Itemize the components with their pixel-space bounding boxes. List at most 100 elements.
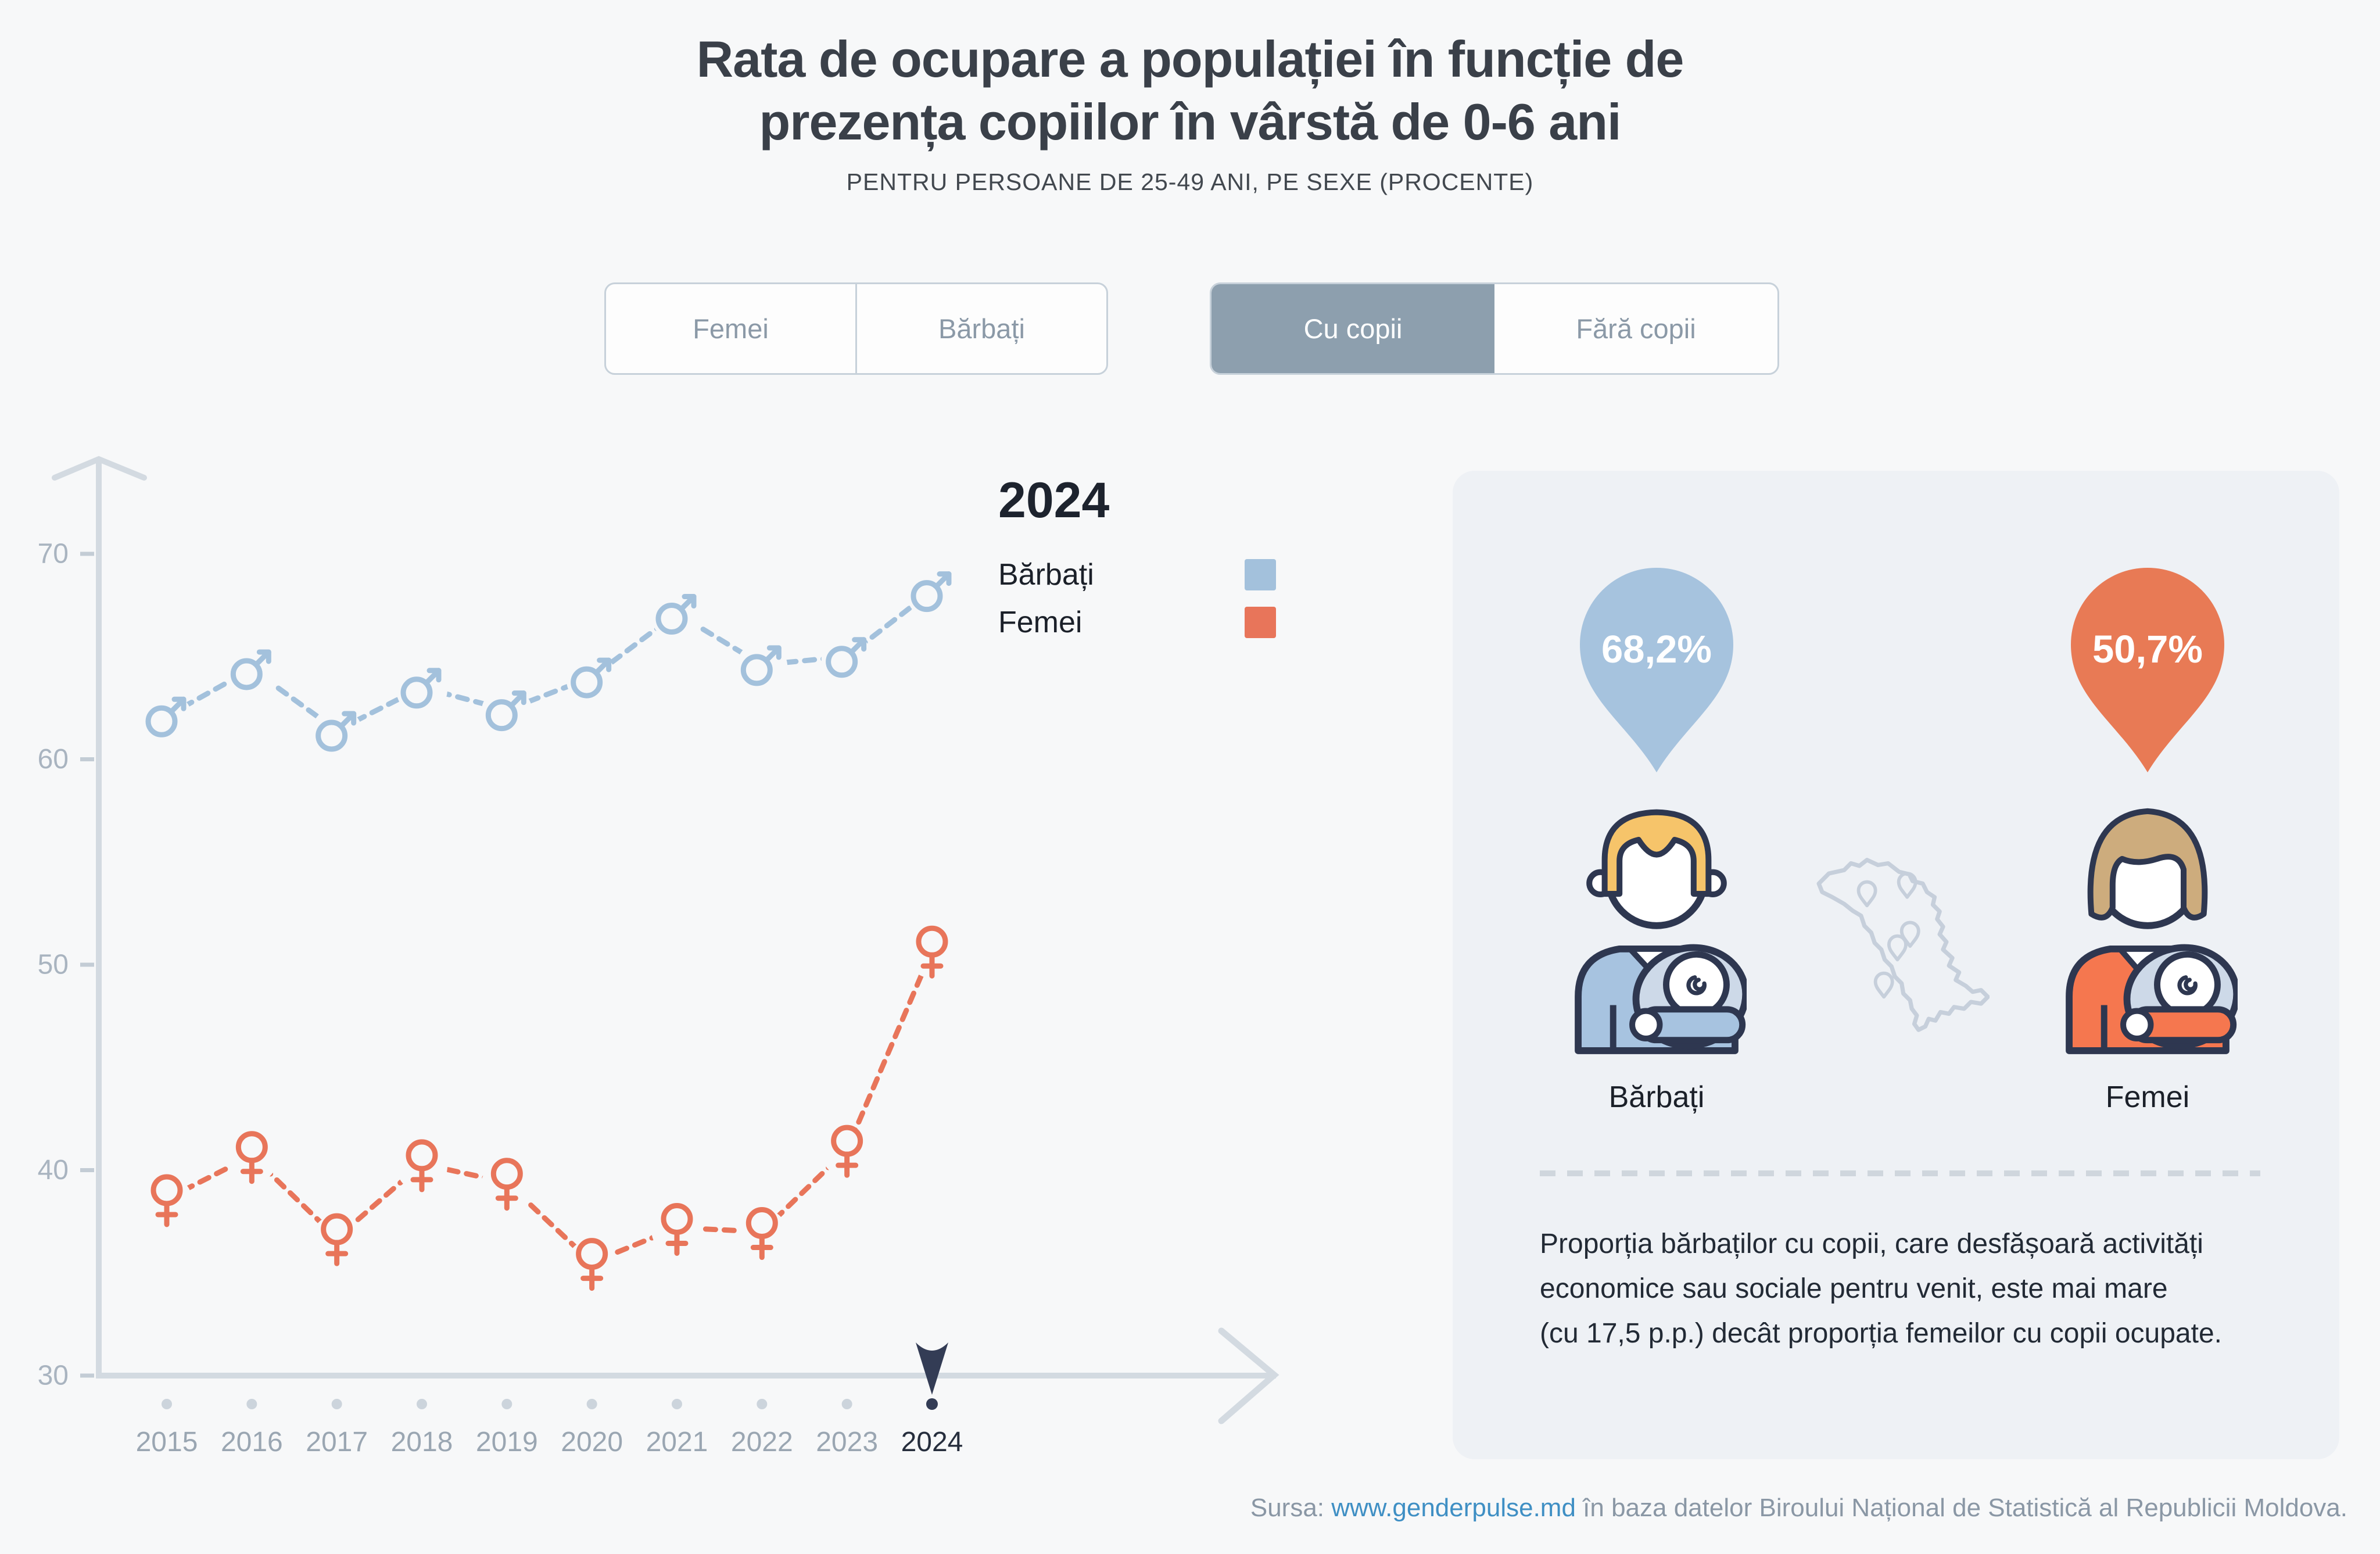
- marker-halo: [141, 693, 192, 744]
- year-label-2022[interactable]: 2022: [731, 1427, 793, 1458]
- legend-year: 2024: [998, 472, 1110, 528]
- series-line-female: [164, 947, 935, 1266]
- marker-halo: [651, 1204, 702, 1256]
- source-prefix: Sursa:: [1250, 1494, 1325, 1522]
- data-point-male-2018[interactable]: [400, 668, 442, 709]
- marker-halo: [141, 1175, 192, 1227]
- y-tick-label-40: 40: [38, 1155, 69, 1186]
- year-label-2018[interactable]: 2018: [391, 1427, 453, 1458]
- source-suffix: în baza datelor Biroului Național de Sta…: [1583, 1494, 2347, 1522]
- legend-row-barbati: Bărbați: [998, 557, 1276, 592]
- toggle-barbati[interactable]: Bărbați: [857, 284, 1106, 373]
- year-dot-2019[interactable]: [501, 1399, 512, 1409]
- year-label-2020[interactable]: 2020: [561, 1427, 623, 1458]
- woman-with-baby-icon: [2058, 773, 2241, 1064]
- source-footer: Sursa: www.genderpulse.md în baza datelo…: [1250, 1494, 2347, 1523]
- x-axis-arrow-icon: [1218, 1327, 1279, 1424]
- data-point-male-2020[interactable]: [571, 657, 612, 699]
- marker-halo: [566, 1239, 618, 1291]
- data-point-male-2015[interactable]: [145, 696, 187, 737]
- marker-halo: [311, 1215, 363, 1266]
- year-dot-2021[interactable]: [671, 1399, 682, 1409]
- data-point-female-2024[interactable]: [916, 925, 948, 979]
- data-point-male-2016[interactable]: [230, 649, 271, 690]
- marker-halo: [311, 707, 363, 759]
- year-label-2016[interactable]: 2016: [221, 1427, 283, 1458]
- data-point-male-2021[interactable]: [655, 594, 697, 635]
- year-label-2024[interactable]: 2024: [901, 1427, 963, 1458]
- data-point-male-2017[interactable]: [316, 711, 357, 752]
- summary-note: Proporția bărbaților cu copii, care desf…: [1540, 1222, 2307, 1356]
- series-line-male: [164, 588, 935, 734]
- legend-row-femei: Femei: [998, 605, 1276, 640]
- toggle-femei[interactable]: Femei: [606, 284, 857, 373]
- data-point-female-2019[interactable]: [490, 1158, 523, 1211]
- legend-label-femei: Femei: [998, 606, 1083, 639]
- year-dot-2016[interactable]: [246, 1399, 257, 1409]
- children-toggle-group: Cu copii Fără copii: [1210, 282, 1779, 375]
- year-label-2017[interactable]: 2017: [306, 1427, 368, 1458]
- page-subtitle: PENTRU PERSOANE DE 25-49 ANI, PE SEXE (P…: [846, 169, 1534, 195]
- data-point-female-2017[interactable]: [321, 1213, 353, 1266]
- data-point-female-2015[interactable]: [150, 1174, 183, 1227]
- marker-halo: [566, 654, 618, 706]
- data-point-male-2022[interactable]: [740, 645, 782, 686]
- year-dot-2023[interactable]: [841, 1399, 852, 1409]
- moldova-map-icon: [1804, 825, 1990, 1052]
- sex-toggle-group: Femei Bărbați: [604, 282, 1108, 375]
- year-dot-2015[interactable]: [162, 1399, 172, 1409]
- page-title-line2: prezența copiilor în vârstă de 0-6 ani: [759, 93, 1622, 151]
- marker-halo: [906, 567, 958, 619]
- summary-panel: 68,2% 50,7%: [1453, 471, 2339, 1459]
- genderpulse-link[interactable]: www.genderpulse.md: [1331, 1494, 1576, 1522]
- note-line2: economice sau sociale pentru venit, este…: [1540, 1273, 2168, 1304]
- toggle-cu-copii[interactable]: Cu copii: [1211, 284, 1494, 373]
- marker-halo: [396, 1140, 447, 1192]
- page-title-line1: Rata de ocupare a populației în funcție …: [696, 30, 1684, 88]
- marker-halo: [736, 1208, 788, 1260]
- marker-halo: [651, 590, 702, 642]
- current-year-cursor-icon: [915, 1342, 948, 1395]
- note-line3: (cu 17,5 p.p.) decât proporția femeilor …: [1540, 1318, 2222, 1349]
- y-tick-label-30: 30: [38, 1360, 69, 1391]
- year-dot-2017[interactable]: [331, 1399, 342, 1409]
- female-percentage-pin: 50,7%: [2060, 558, 2235, 779]
- header: Rata de ocupare a populației în funcție …: [0, 28, 2380, 196]
- year-dot-2020[interactable]: [586, 1399, 597, 1409]
- data-point-female-2022[interactable]: [745, 1207, 778, 1261]
- marker-halo: [821, 1126, 873, 1178]
- year-label-2015[interactable]: 2015: [136, 1427, 198, 1458]
- year-label-2023[interactable]: 2023: [816, 1427, 878, 1458]
- data-point-female-2023[interactable]: [831, 1125, 863, 1178]
- data-point-female-2020[interactable]: [576, 1238, 608, 1291]
- y-tick-label-50: 50: [38, 950, 69, 980]
- legend-label-barbati: Bărbați: [998, 558, 1094, 592]
- data-point-female-2021[interactable]: [661, 1202, 693, 1256]
- male-percentage-pin: 68,2%: [1569, 558, 1744, 779]
- data-point-male-2019[interactable]: [485, 690, 526, 732]
- year-dot-2022[interactable]: [757, 1399, 768, 1409]
- y-tick-label-70: 70: [38, 539, 69, 570]
- man-with-baby-icon: [1567, 773, 1750, 1064]
- dashed-divider: [1540, 1170, 2260, 1176]
- data-point-female-2018[interactable]: [406, 1139, 438, 1193]
- female-icon-label: Femei: [2105, 1080, 2190, 1114]
- legend-swatch-barbati: [1245, 559, 1276, 590]
- marker-halo: [396, 664, 447, 715]
- male-percentage-value: 68,2%: [1601, 628, 1712, 671]
- data-point-female-2016[interactable]: [235, 1131, 268, 1184]
- chart-legend: 2024 Bărbați Femei: [998, 472, 1289, 640]
- marker-halo: [736, 641, 788, 693]
- marker-halo: [226, 1132, 278, 1184]
- legend-swatch-femei: [1245, 607, 1276, 638]
- year-dot-2018[interactable]: [416, 1399, 427, 1409]
- data-point-male-2023[interactable]: [826, 637, 867, 678]
- note-line1: Proporția bărbaților cu copii, care desf…: [1540, 1229, 2203, 1259]
- year-dot-2024[interactable]: [926, 1398, 938, 1410]
- year-label-2021[interactable]: 2021: [646, 1427, 708, 1458]
- data-point-male-2024[interactable]: [911, 571, 952, 613]
- marker-halo: [226, 645, 278, 697]
- year-label-2019[interactable]: 2019: [476, 1427, 538, 1458]
- toggle-fara-copii[interactable]: Fără copii: [1494, 284, 1777, 373]
